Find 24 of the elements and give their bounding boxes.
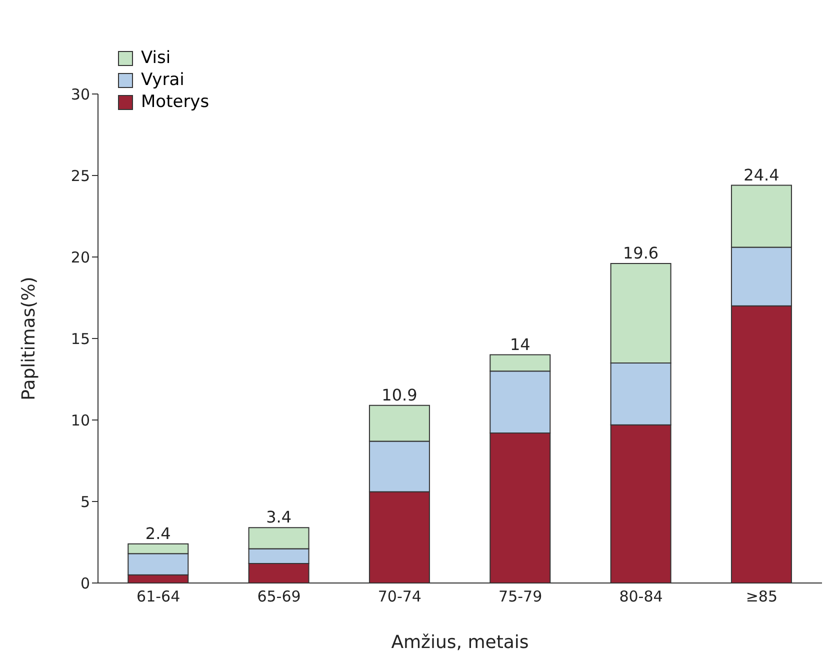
x-tick-label: 75-79 [498, 588, 542, 606]
x-tick-label: 80-84 [619, 588, 663, 606]
y-axis-title: Paplitimas(%) [18, 276, 40, 400]
y-tick-label: 30 [70, 85, 90, 104]
y-tick-label: 5 [80, 492, 90, 511]
legend-label: Vyrai [141, 70, 184, 90]
y-tick-label: 10 [70, 411, 90, 430]
total-label: 2.4 [145, 524, 171, 543]
total-label: 24.4 [744, 165, 780, 184]
y-tick-label: 15 [70, 330, 90, 348]
y-tick-label: 0 [80, 574, 90, 592]
legend-label: Visi [141, 48, 171, 68]
x-tick-label: 61-64 [136, 588, 180, 606]
x-axis-title: Amžius, metais [391, 632, 529, 653]
y-tick-label: 20 [70, 248, 90, 266]
x-tick-label: 70-74 [378, 588, 422, 606]
total-label: 10.9 [382, 385, 418, 404]
x-tick-label: 65-69 [257, 588, 301, 606]
legend-label: Moterys [141, 92, 210, 112]
y-tick-label: 25 [70, 166, 90, 185]
total-label: 14 [510, 334, 530, 354]
total-label: 19.6 [622, 244, 659, 263]
x-tick-label: ≥85 [746, 588, 778, 606]
total-label: 3.4 [266, 508, 292, 527]
